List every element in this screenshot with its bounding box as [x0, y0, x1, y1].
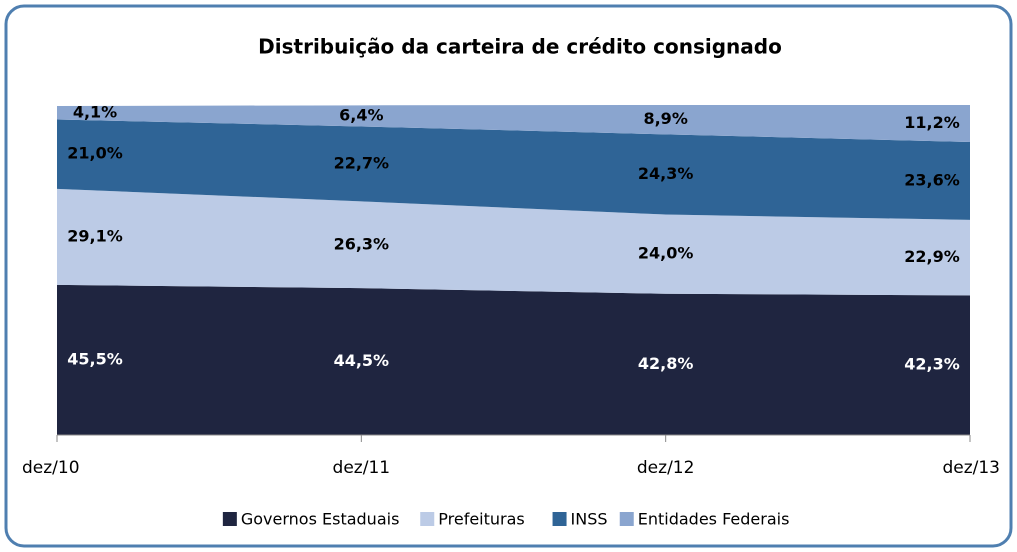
area	[57, 119, 970, 220]
area	[57, 105, 970, 142]
legend-swatch	[222, 512, 237, 526]
data-label: 24,3%	[638, 164, 694, 183]
data-label: 4,1%	[73, 102, 117, 121]
data-label: 44,5%	[334, 351, 390, 370]
data-label: 8,9%	[643, 109, 687, 128]
x-tick-label: dez/10	[22, 458, 80, 478]
data-label: 29,1%	[67, 226, 123, 245]
legend-swatch	[552, 512, 567, 526]
x-tick-label: dez/13	[942, 458, 1000, 478]
data-label: 6,4%	[339, 105, 383, 124]
legend-label: INSS	[571, 510, 608, 529]
data-label: 26,3%	[334, 234, 390, 253]
data-label: 42,8%	[638, 354, 694, 373]
data-label: 21,0%	[67, 144, 123, 163]
area	[57, 188, 970, 296]
data-label: 11,2%	[904, 113, 960, 132]
legend: Governos Estaduais Prefeituras INSS Entidad…	[222, 510, 790, 529]
data-label: 42,3%	[904, 355, 960, 374]
legend-label: Prefeituras	[438, 510, 525, 529]
x-tick-label: dez/12	[637, 458, 695, 478]
legend-swatch	[619, 512, 634, 526]
legend-label: Governos Estaduais	[241, 510, 400, 529]
legend-label: Entidades Federais	[638, 510, 790, 529]
data-label: 24,0%	[638, 244, 694, 263]
legend-swatch	[420, 512, 435, 526]
chart-title: Distribuição da carteira de crédito cons…	[258, 35, 782, 59]
x-tick-label: dez/11	[333, 458, 391, 478]
data-label: 22,7%	[334, 153, 390, 172]
data-label: 45,5%	[67, 349, 123, 368]
area	[57, 284, 970, 435]
data-label: 23,6%	[904, 170, 960, 189]
data-label: 22,9%	[904, 247, 960, 266]
